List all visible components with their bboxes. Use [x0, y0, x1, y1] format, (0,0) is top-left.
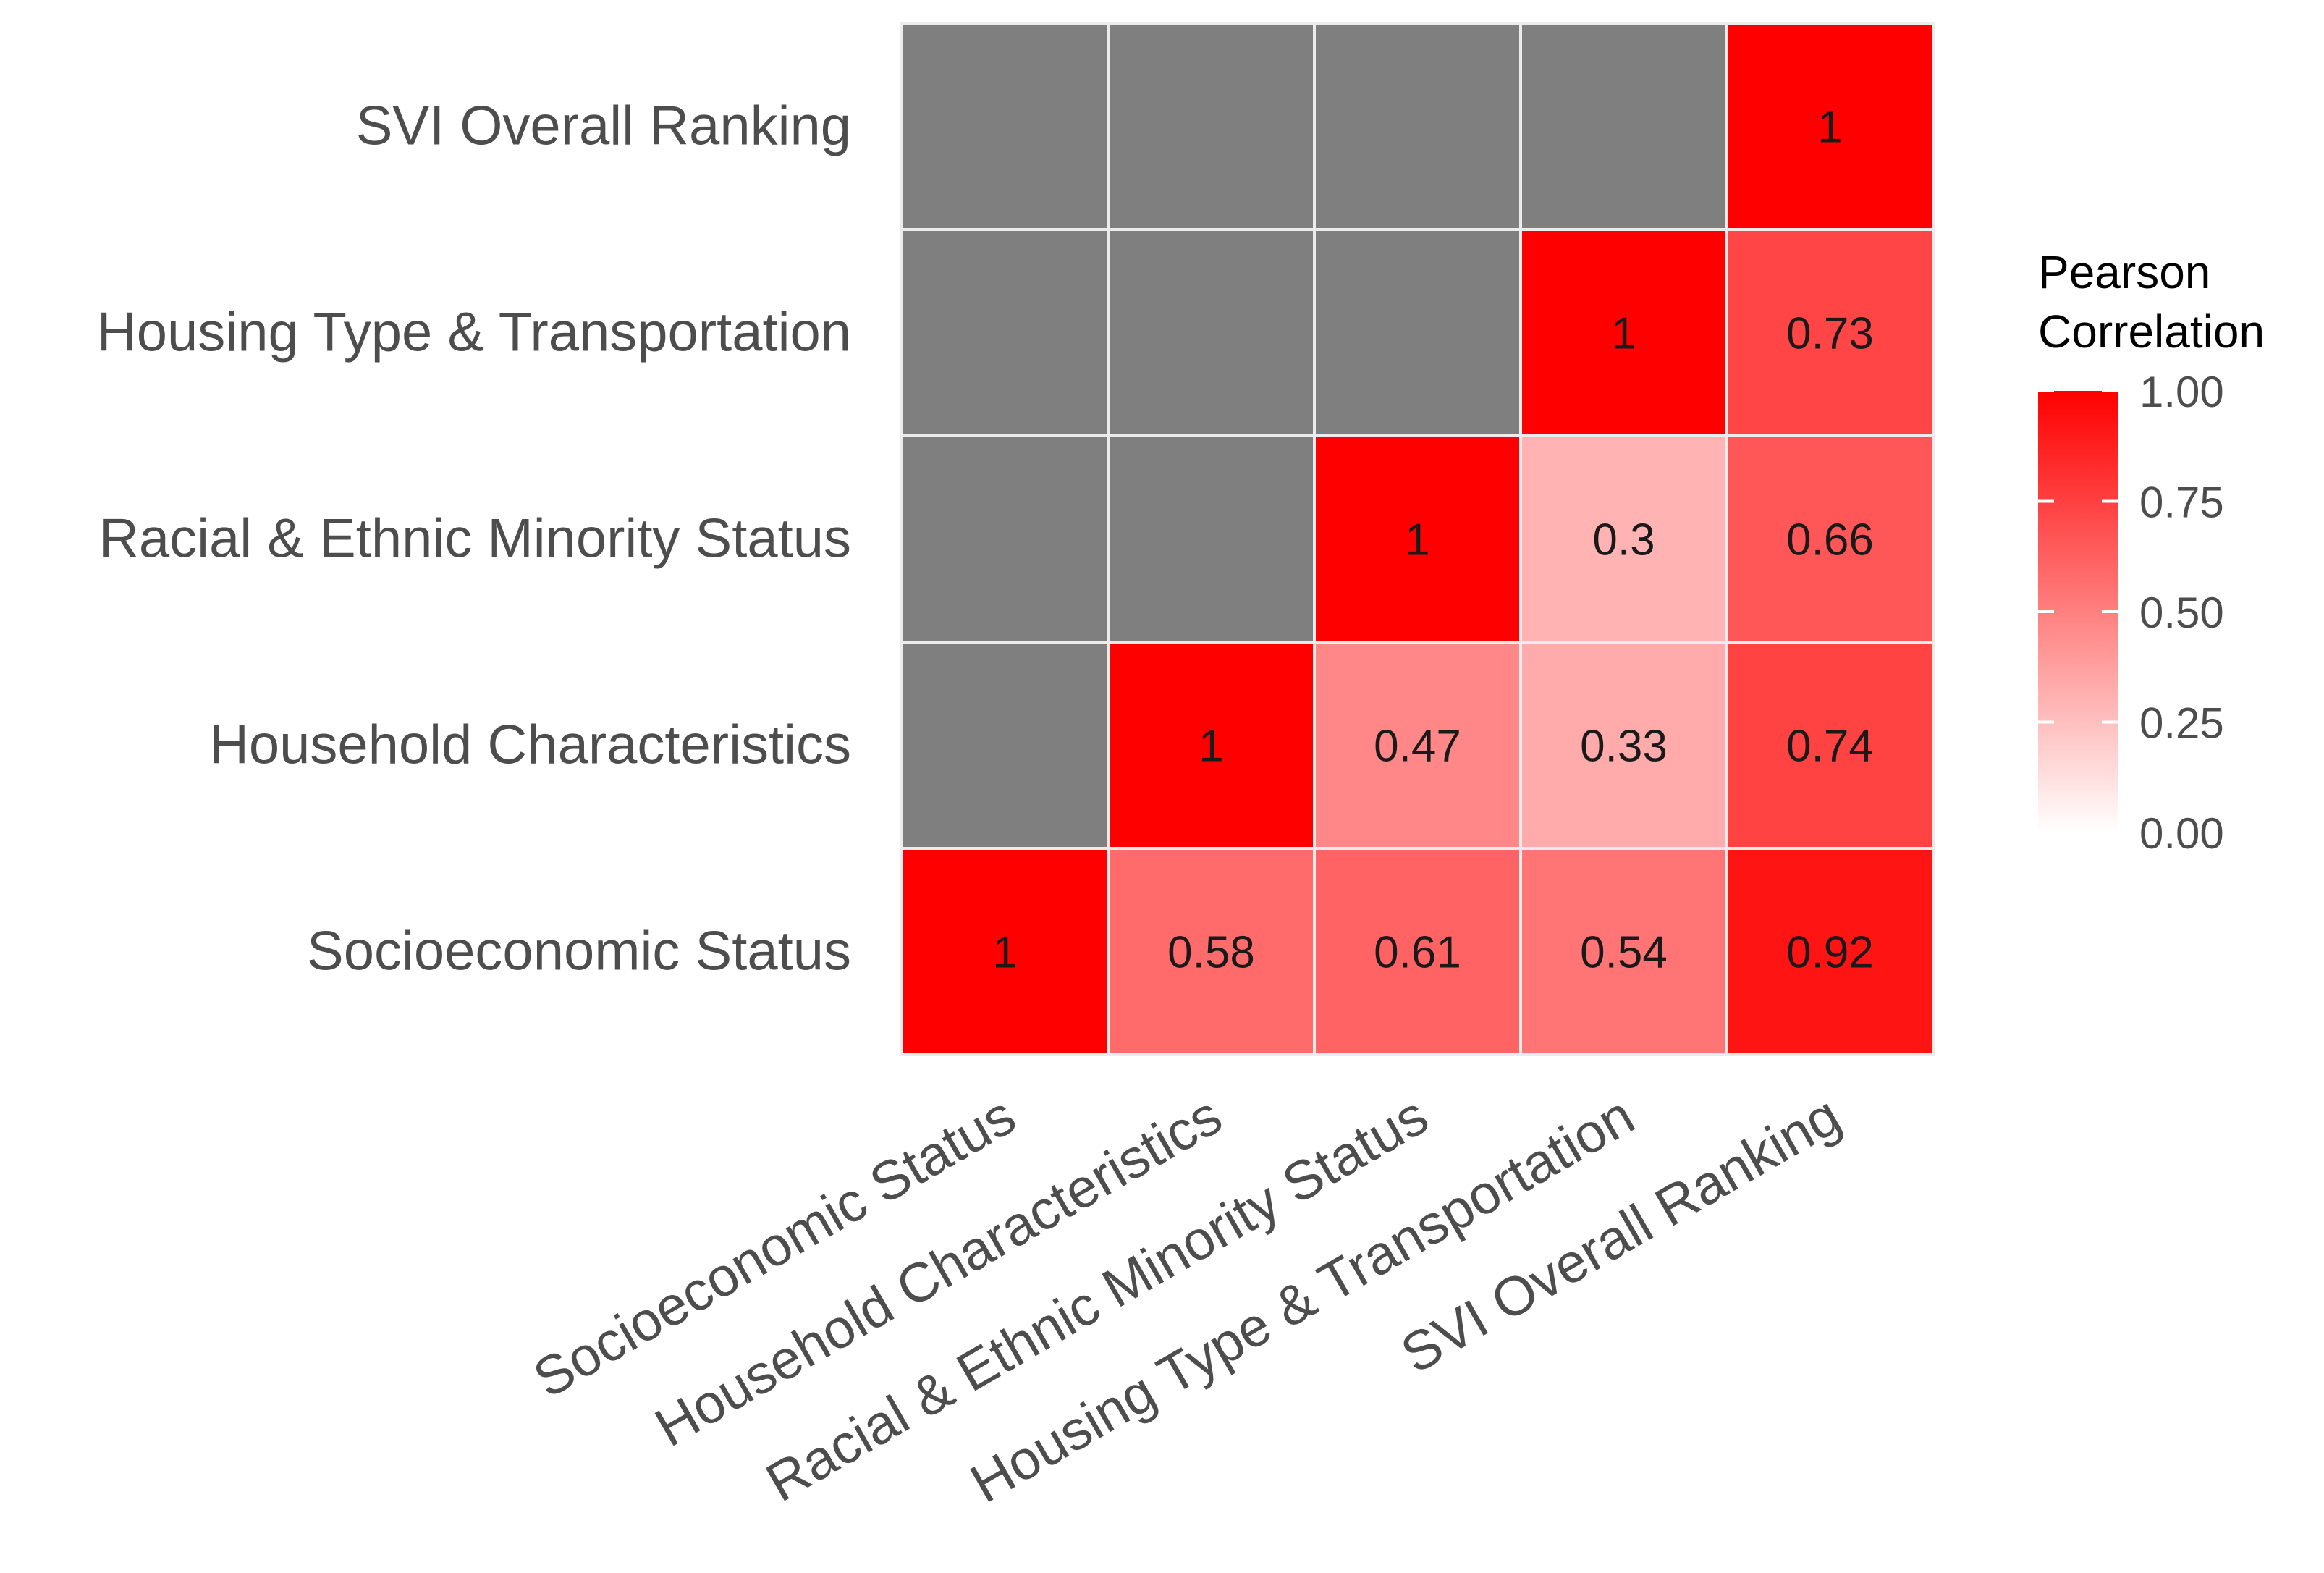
heatmap-cell-housing-type-and-transportation--racial-and-ethnic-minority-status: [1313, 228, 1522, 437]
cell-value-label: 0.66: [1786, 515, 1874, 565]
heatmap-cell-svi-overall-ranking--household-characteristics: [1107, 22, 1316, 231]
cell-value-label: 0.92: [1786, 928, 1874, 978]
cell-value-label: 1: [992, 928, 1017, 978]
heatmap-cell-labels: 1 0.58 0.61 0.54 0.92 1 0.47 0.33 0.74 1 0.3 0.66 1 0…: [992, 103, 1874, 978]
heatmap-cell-svi-overall-ranking--svi-overall-ranking: [1725, 22, 1935, 231]
cell-value-label: 1: [1817, 103, 1842, 153]
heatmap-cell-racial-and-ethnic-minority-status--racial-and-ethnic-minority-status: [1313, 434, 1522, 644]
heatmap-cell-household-characteristics--racial-and-ethnic-minority-status: [1313, 641, 1522, 850]
y-tick-label-socioeconomic-status: Socioeconomic Status: [307, 921, 851, 982]
cell-value-label: 0.61: [1374, 928, 1461, 978]
heatmap-cell-svi-overall-ranking--housing-type-and-transportation: [1519, 22, 1728, 231]
heatmap-cell-housing-type-and-transportation--household-characteristics: [1107, 228, 1316, 437]
heatmap-cell-socioeconomic-status--svi-overall-ranking: [1725, 847, 1935, 1056]
cell-value-label: 1: [1199, 722, 1223, 772]
heatmap-cell-racial-and-ethnic-minority-status--household-characteristics: [1107, 434, 1316, 644]
legend-tick-label: 1.00: [2139, 368, 2224, 416]
heatmap-cell-svi-overall-ranking--racial-and-ethnic-minority-status: [1313, 22, 1522, 231]
cell-value-label: 1: [1405, 515, 1429, 565]
cell-value-label: 0.58: [1167, 928, 1255, 978]
color-legend: Pearson Correlation 1.00 0.75 0.50 0.25 0.00: [2038, 246, 2265, 858]
heatmap-cells: [900, 22, 1935, 1056]
heatmap-cell-housing-type-and-transportation--housing-type-and-transportation: [1519, 228, 1728, 437]
heatmap-cell-socioeconomic-status--household-characteristics: [1107, 847, 1316, 1056]
heatmap-cell-household-characteristics--svi-overall-ranking: [1725, 641, 1935, 850]
heatmap-cell-racial-and-ethnic-minority-status--svi-overall-ranking: [1725, 434, 1935, 644]
heatmap-cell-household-characteristics--socioeconomic-status: [900, 641, 1110, 850]
heatmap-cell-racial-and-ethnic-minority-status--socioeconomic-status: [900, 434, 1110, 644]
cell-value-label: 0.54: [1580, 928, 1668, 978]
heatmap-cell-household-characteristics--household-characteristics: [1107, 641, 1316, 850]
cell-value-label: 0.3: [1592, 515, 1655, 565]
y-tick-label-svi-overall-ranking: SVI Overall Ranking: [356, 96, 851, 157]
heatmap-cell-socioeconomic-status--housing-type-and-transportation: [1519, 847, 1728, 1056]
y-tick-label-household-characteristics: Household Characteristics: [209, 714, 851, 776]
legend-tick-label: 0.00: [2139, 809, 2224, 858]
legend-title-line1: Pearson: [2038, 246, 2210, 298]
legend-tick-label: 0.75: [2139, 478, 2224, 527]
heatmap-cell-socioeconomic-status--socioeconomic-status: [900, 847, 1110, 1056]
legend-title-line2: Correlation: [2038, 305, 2265, 358]
cell-value-label: 0.74: [1786, 722, 1874, 772]
legend-tick-label: 0.50: [2139, 589, 2224, 637]
heatmap-cell-household-characteristics--housing-type-and-transportation: [1519, 641, 1728, 850]
legend-tick-label: 0.25: [2139, 699, 2224, 748]
heatmap-cell-svi-overall-ranking--socioeconomic-status: [900, 22, 1110, 231]
y-tick-label-housing-type-and-transportation: Housing Type & Transportation: [97, 302, 851, 363]
cell-value-label: 0.73: [1786, 309, 1874, 359]
y-tick-label-racial-and-ethnic-minority-status: Racial & Ethnic Minority Status: [99, 508, 851, 570]
cell-value-label: 0.33: [1580, 722, 1668, 772]
heatmap-cell-housing-type-and-transportation--svi-overall-ranking: [1725, 228, 1935, 437]
legend-ticks: 1.00 0.75 0.50 0.25 0.00: [2038, 368, 2224, 858]
cell-value-label: 0.47: [1374, 722, 1461, 772]
heatmap-cell-housing-type-and-transportation--socioeconomic-status: [900, 228, 1110, 437]
cell-value-label: 1: [1611, 309, 1636, 359]
y-axis-tick-labels: Socioeconomic Status Household Characteri…: [97, 96, 851, 982]
